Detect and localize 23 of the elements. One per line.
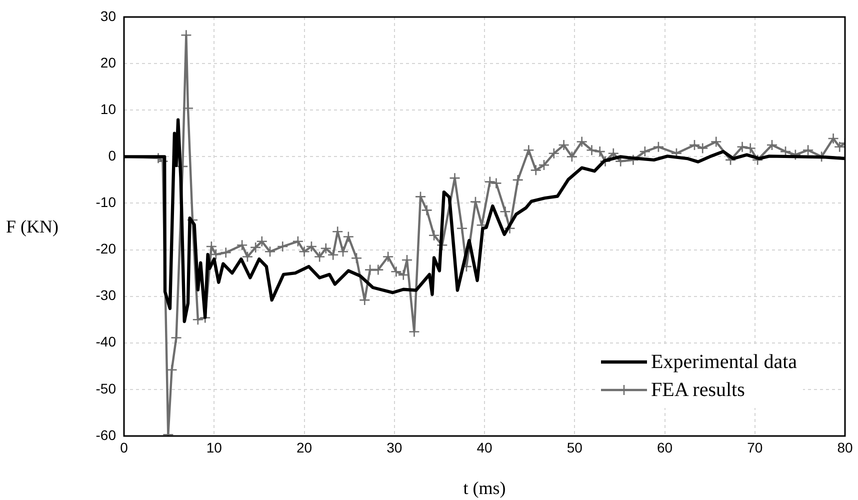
y-tick-label: -60 bbox=[96, 426, 116, 443]
x-tick-label: 20 bbox=[296, 439, 312, 456]
y-tick-label: -30 bbox=[96, 287, 116, 304]
y-tick-label: 20 bbox=[100, 54, 116, 70]
x-tick-label: 60 bbox=[656, 439, 673, 456]
legend-label: FEA results bbox=[651, 378, 745, 402]
y-tick-label: 0 bbox=[108, 148, 116, 164]
x-tick-label: 30 bbox=[386, 439, 402, 456]
x-tick-label: 40 bbox=[476, 439, 492, 456]
legend-label: Experimental data bbox=[651, 350, 798, 374]
x-tick-label: 70 bbox=[747, 439, 763, 456]
x-tick-label: 50 bbox=[566, 439, 583, 456]
y-tick-label: -40 bbox=[96, 334, 116, 350]
y-tick-label: -10 bbox=[96, 194, 116, 210]
y-tick-label: -20 bbox=[96, 240, 116, 257]
y-tick-label: -50 bbox=[96, 380, 116, 396]
x-tick-label: 10 bbox=[206, 439, 222, 456]
x-tick-label: 0 bbox=[120, 439, 128, 456]
x-axis-title: t (ms) bbox=[463, 478, 506, 498]
y-tick-label: 30 bbox=[100, 8, 116, 24]
x-tick-label: 80 bbox=[837, 439, 853, 456]
y-tick-label: 10 bbox=[100, 100, 116, 117]
y-axis-title: F (KN) bbox=[6, 216, 58, 237]
